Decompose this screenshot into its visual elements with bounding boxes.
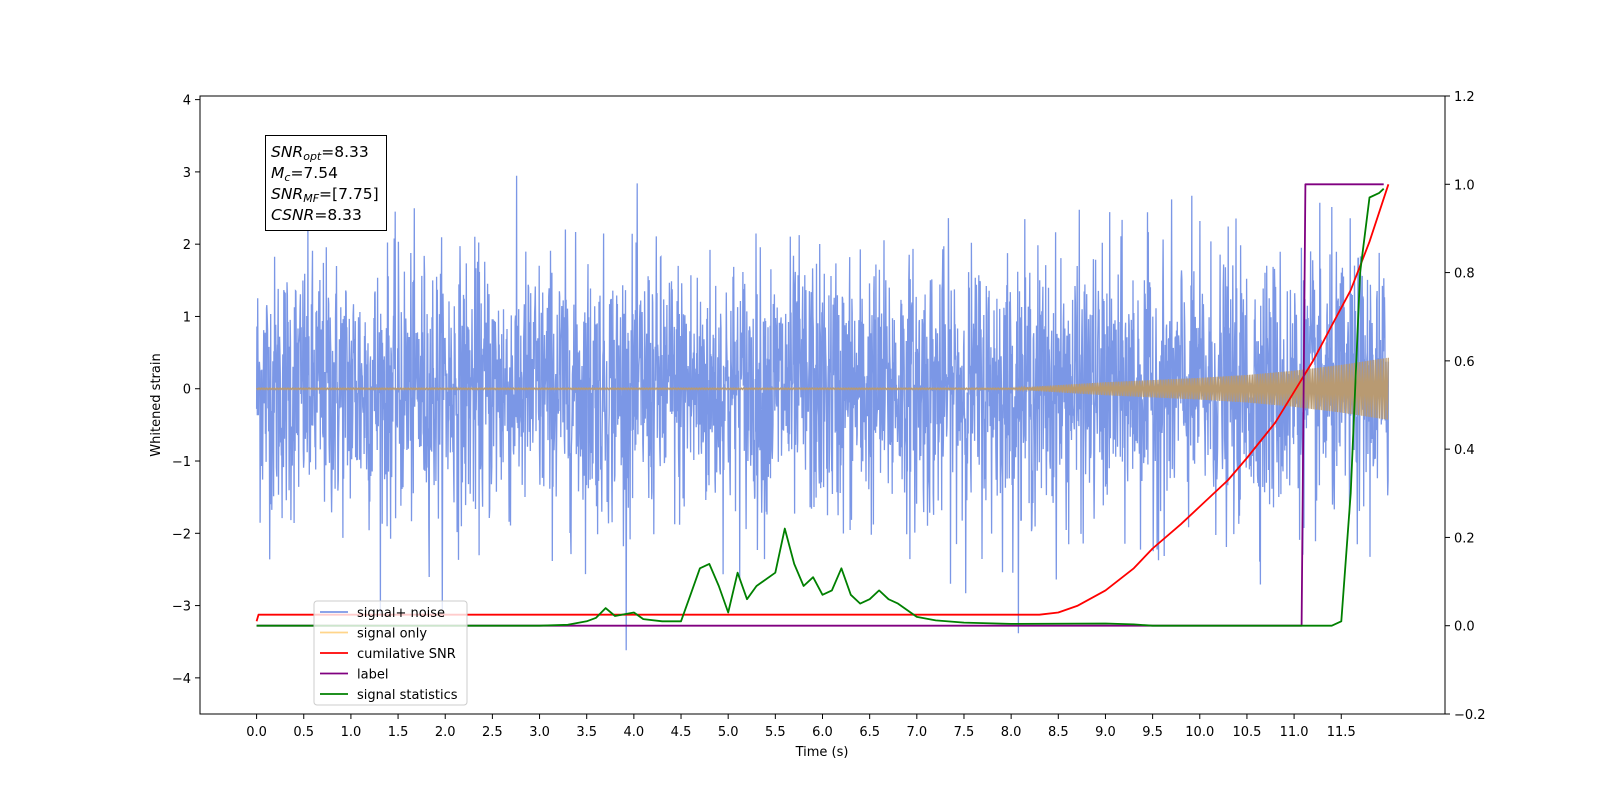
x-tick-label: 8.5: [1048, 725, 1069, 740]
y-tick-label-right: −0.2: [1454, 708, 1486, 723]
y-tick-label-right: 0.4: [1454, 443, 1475, 458]
legend-box: [313, 600, 468, 706]
x-tick-label: 2.0: [435, 725, 456, 740]
csnr-annotation: CSNR=8.33: [271, 206, 362, 224]
y-tick-label-right: 0.2: [1454, 531, 1475, 546]
y-tick-label-left: −4: [172, 672, 191, 687]
x-tick-label: 6.0: [812, 725, 833, 740]
y-tick-label-left: −1: [172, 455, 191, 470]
x-tick-label: 5.0: [718, 725, 739, 740]
snr-opt-annotation: SNRopt=8.33: [271, 143, 369, 163]
y-tick-label-right: 1.2: [1454, 90, 1475, 105]
y-tick-label-right: 0.8: [1454, 267, 1475, 282]
y-tick-label-left: 0: [183, 383, 191, 398]
legend-label: signal statistics: [357, 688, 458, 703]
series-cumilative-snr-line: [255, 184, 1390, 622]
y-axis-right: 1.2 1.0 0.8 0.6 0.4 0.2 0.0 −0.2: [1445, 90, 1486, 723]
y-tick-label-left: 2: [183, 238, 191, 253]
y-axis-left: 4 3 2 1 0 −1 −2 −3 −4: [172, 94, 200, 687]
y-tick-label-left: 4: [183, 94, 191, 109]
series-label-line: [256, 183, 1384, 627]
y-tick-label-left: 1: [183, 310, 191, 325]
annotation-box: SNRopt=8.33 Mc=7.54 SNRMF=[7.75] CSNR=8.…: [265, 135, 387, 231]
snr-mf-annotation: SNRMF=[7.75]: [271, 185, 379, 205]
plot-area: [255, 175, 1390, 651]
x-axis-label: Time (s): [795, 745, 849, 760]
series-signal-only-line: [256, 357, 1389, 420]
y-tick-label-right: 0.0: [1454, 620, 1475, 635]
series-signal-noise-line: [255, 175, 1390, 651]
series-signal-statistics-line: [256, 188, 1385, 627]
x-tick-label: 3.0: [529, 725, 550, 740]
x-tick-label: 4.5: [671, 725, 692, 740]
y-tick-label-left: 3: [183, 166, 191, 181]
x-axis: 0.0 0.5 1.0 1.5 2.0 2.5 3.0 3.5 4.0 4.5 5.0 5.5 6.0 6…: [246, 714, 1356, 740]
x-tick-label: 1.0: [341, 725, 362, 740]
x-tick-label: 2.5: [482, 725, 503, 740]
y-tick-label-right: 0.6: [1454, 355, 1475, 370]
x-tick-label: 9.0: [1095, 725, 1116, 740]
x-tick-label: 9.5: [1142, 725, 1163, 740]
x-tick-label: 5.5: [765, 725, 786, 740]
x-tick-label: 0.5: [293, 725, 314, 740]
y-tick-label-left: −3: [172, 600, 191, 615]
x-tick-label: 10.5: [1232, 725, 1261, 740]
x-tick-label: 10.0: [1185, 725, 1214, 740]
y-tick-label-left: −2: [172, 527, 191, 542]
legend-label: signal+ noise: [357, 606, 445, 621]
x-tick-label: 3.5: [576, 725, 597, 740]
legend-label: cumilative SNR: [357, 647, 456, 662]
x-tick-label: 11.0: [1280, 725, 1309, 740]
legend-label: label: [357, 668, 388, 683]
x-tick-label: 8.0: [1001, 725, 1022, 740]
legend: signal+ noise signal only cumilative SNR la…: [313, 600, 468, 706]
mc-annotation: Mc=7.54: [271, 164, 338, 184]
x-tick-label: 7.5: [954, 725, 975, 740]
y-tick-label-right: 1.0: [1454, 178, 1475, 193]
x-tick-label: 1.5: [388, 725, 409, 740]
legend-label: signal only: [357, 627, 427, 642]
x-tick-label: 0.0: [246, 725, 267, 740]
x-tick-label: 6.5: [859, 725, 880, 740]
x-tick-label: 7.0: [906, 725, 927, 740]
y-axis-label: Whitened strain: [149, 353, 164, 456]
x-tick-label: 11.5: [1327, 725, 1356, 740]
x-tick-label: 4.0: [624, 725, 645, 740]
